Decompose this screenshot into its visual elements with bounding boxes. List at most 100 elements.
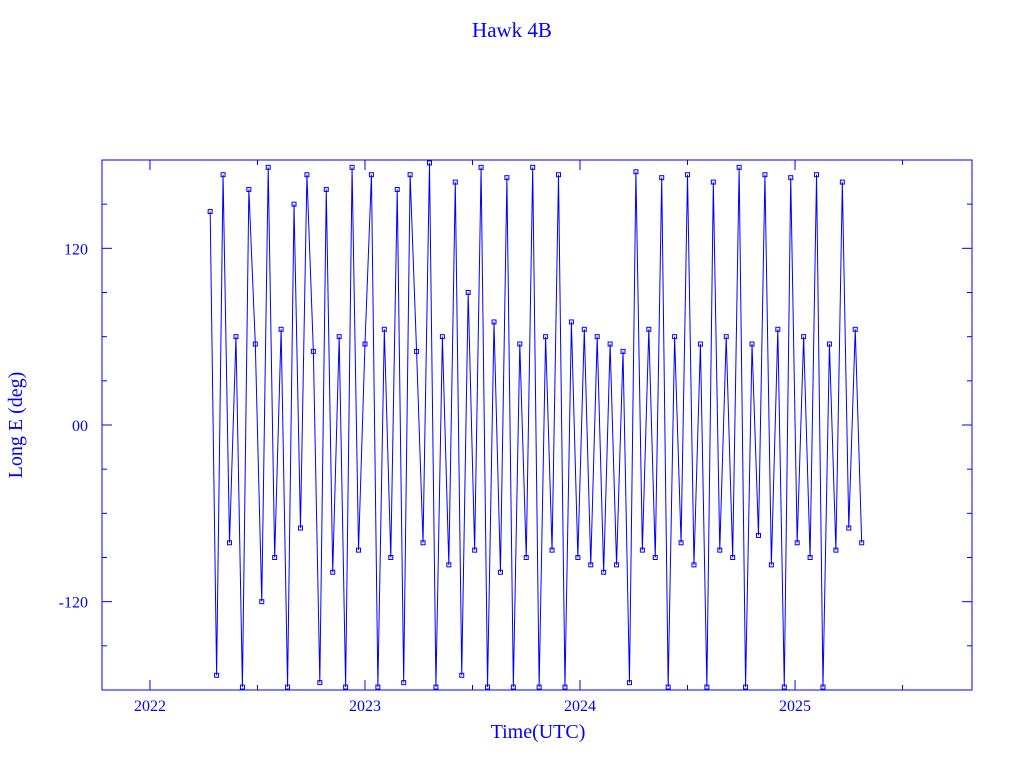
x-tick-label: 2023 — [349, 698, 381, 715]
data-marker — [743, 684, 749, 690]
data-marker — [801, 334, 807, 340]
x-tick-label: 2025 — [779, 698, 811, 715]
data-marker — [536, 684, 542, 690]
data-marker — [775, 326, 781, 332]
data-marker — [375, 684, 381, 690]
data-marker — [439, 334, 445, 340]
data-marker — [543, 334, 549, 340]
data-marker — [433, 684, 439, 690]
data-marker — [781, 684, 787, 690]
data-marker — [252, 341, 258, 347]
data-marker — [549, 547, 555, 553]
data-marker — [278, 326, 284, 332]
x-tick-label: 2024 — [564, 698, 596, 715]
data-marker — [852, 326, 858, 332]
data-line — [209, 162, 863, 688]
data-marker — [723, 334, 729, 340]
data-marker — [736, 164, 742, 170]
data-marker — [388, 555, 394, 560]
data-marker — [259, 599, 265, 605]
data-marker — [246, 186, 252, 192]
data-marker — [368, 172, 374, 178]
data-marker — [556, 172, 562, 178]
data-marker — [633, 169, 639, 175]
data-marker — [291, 201, 297, 207]
data-marker — [710, 179, 716, 185]
data-marker — [214, 672, 220, 678]
y-tick-label: -120 — [59, 595, 88, 612]
data-marker — [207, 209, 213, 215]
data-marker — [691, 562, 697, 568]
data-marker — [485, 684, 491, 690]
data-marker — [672, 334, 678, 340]
x-axis-label: Time(UTC) — [491, 721, 586, 743]
data-marker — [846, 525, 852, 531]
data-marker — [356, 547, 362, 553]
data-marker — [626, 680, 632, 686]
data-marker — [220, 172, 226, 178]
chart-title: Hawk 4B — [472, 18, 552, 42]
data-marker — [820, 684, 826, 690]
data-marker — [407, 172, 413, 178]
data-marker — [594, 334, 600, 340]
data-marker — [497, 569, 503, 575]
data-marker — [665, 684, 671, 690]
data-marker — [478, 164, 484, 170]
y-axis-label: Long E (deg) — [5, 372, 27, 479]
data-marker — [349, 164, 355, 170]
data-marker — [717, 547, 723, 553]
data-marker — [297, 525, 303, 531]
data-marker — [659, 175, 665, 181]
data-marker — [826, 341, 832, 347]
data-marker — [285, 684, 291, 690]
data-marker — [381, 326, 387, 332]
y-tick-label: 00 — [72, 418, 88, 435]
data-marker — [265, 164, 271, 170]
data-marker — [562, 684, 568, 690]
data-marker — [581, 326, 587, 332]
data-marker — [523, 555, 529, 560]
data-marker — [491, 319, 497, 325]
data-marker — [426, 160, 432, 166]
data-marker — [446, 562, 452, 568]
data-marker — [639, 547, 645, 553]
data-marker — [859, 540, 865, 546]
data-marker — [517, 341, 523, 347]
data-marker — [472, 547, 478, 553]
data-marker — [330, 569, 336, 575]
data-marker — [336, 334, 342, 340]
data-marker — [459, 672, 465, 678]
data-marker — [420, 540, 426, 546]
data-marker — [755, 532, 761, 538]
data-marker — [620, 348, 626, 354]
data-marker — [401, 680, 407, 686]
data-marker — [414, 348, 420, 354]
data-marker — [749, 341, 755, 347]
data-marker — [601, 569, 607, 575]
data-marker — [833, 547, 839, 553]
data-marker — [504, 175, 510, 181]
data-marker — [227, 540, 233, 546]
data-marker — [452, 179, 458, 185]
data-marker — [233, 334, 239, 340]
data-marker — [794, 540, 800, 546]
data-marker — [575, 555, 581, 560]
data-marker — [394, 186, 400, 192]
data-marker — [678, 540, 684, 546]
data-marker — [807, 555, 813, 560]
data-marker — [652, 555, 658, 560]
data-marker — [317, 680, 323, 686]
data-marker — [510, 684, 516, 690]
data-marker — [362, 341, 368, 347]
data-marker — [768, 562, 774, 568]
data-marker — [607, 341, 613, 347]
data-marker — [697, 341, 703, 347]
data-marker — [588, 562, 594, 568]
data-marker — [465, 290, 471, 295]
data-marker — [685, 172, 691, 178]
data-marker — [304, 172, 310, 178]
data-marker — [310, 348, 316, 354]
data-marker — [704, 684, 710, 690]
